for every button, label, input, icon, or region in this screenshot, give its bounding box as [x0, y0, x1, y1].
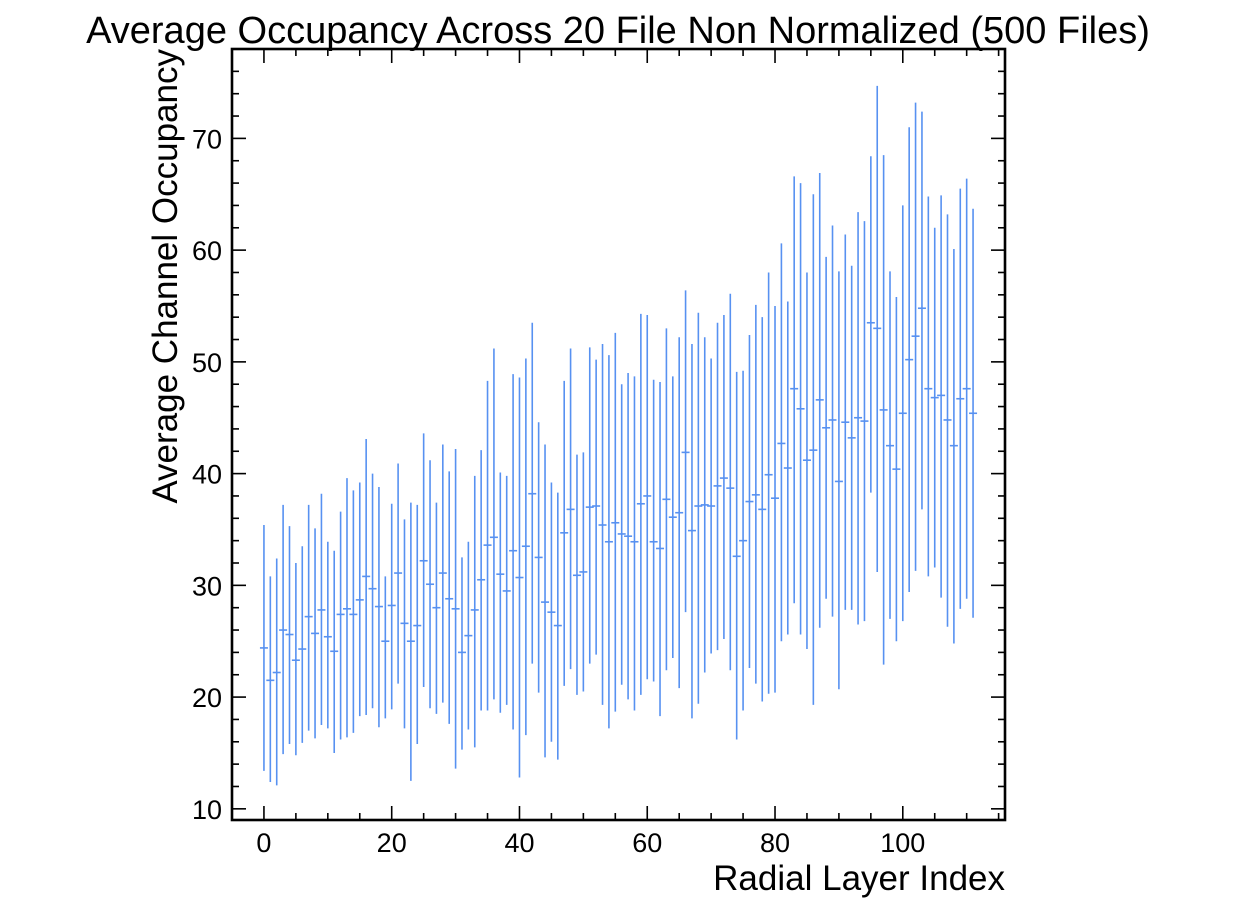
y-tick-label: 10: [192, 795, 222, 825]
y-tick-label: 40: [192, 460, 222, 490]
x-tick-label: 60: [632, 828, 662, 858]
y-tick-label: 70: [192, 124, 222, 154]
x-tick-label: 100: [880, 828, 925, 858]
x-tick-label: 80: [760, 828, 790, 858]
x-axis-label: Radial Layer Index: [713, 859, 1005, 898]
x-tick-label: 0: [256, 828, 271, 858]
chart-title: Average Occupancy Across 20 File Non Nor…: [86, 10, 1150, 52]
plot-frame: [230, 47, 1007, 822]
y-tick-label: 50: [192, 348, 222, 378]
y-tick-label: 20: [192, 683, 222, 713]
y-tick-label: 30: [192, 571, 222, 601]
y-axis-label: Average Channel Occupancy: [146, 49, 185, 504]
x-tick-label: 20: [377, 828, 407, 858]
y-tick-label: 60: [192, 236, 222, 266]
error-bar-series: [259, 85, 978, 786]
x-tick-label: 40: [504, 828, 534, 858]
